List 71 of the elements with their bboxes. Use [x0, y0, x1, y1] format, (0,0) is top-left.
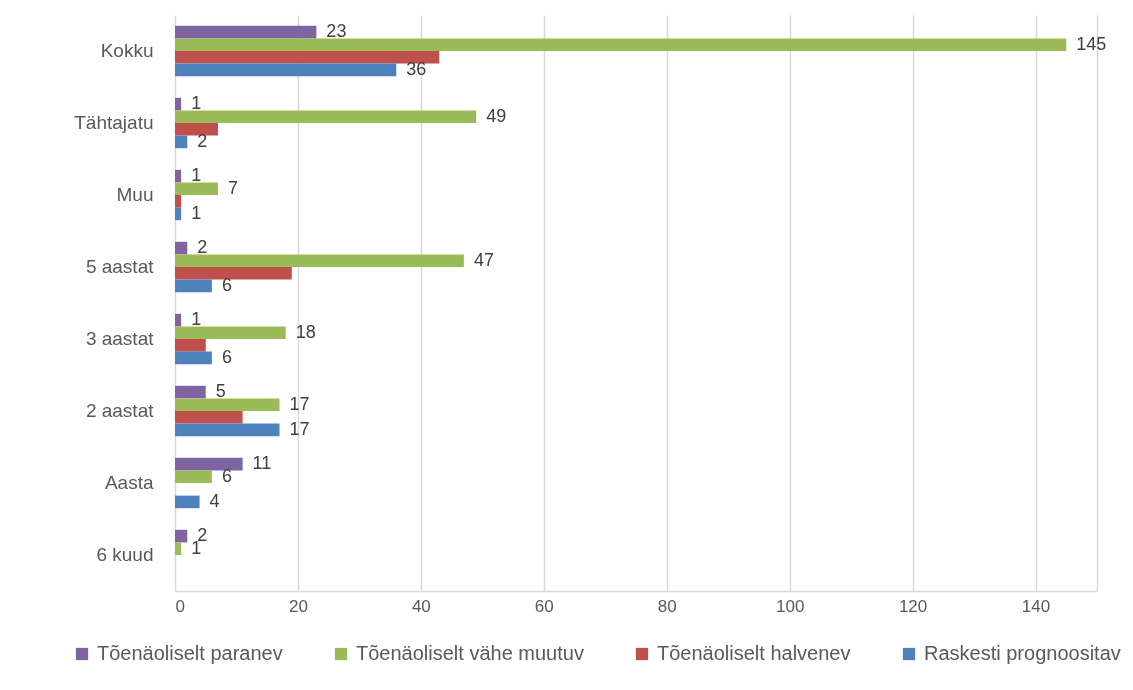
bar	[175, 279, 212, 293]
data-label: 6	[221, 465, 232, 486]
x-tick-label: 120	[898, 596, 928, 616]
y-tick-label: Muu	[116, 184, 154, 205]
bar	[175, 423, 280, 437]
data-label: 5	[215, 381, 226, 402]
data-label: 23	[326, 21, 347, 42]
data-label: 11	[252, 453, 272, 474]
legend-label: Tõenäoliselt vähe muutuv	[356, 642, 584, 664]
bar	[175, 411, 243, 424]
bar	[175, 495, 200, 509]
bar	[175, 326, 286, 339]
data-label: 1	[191, 202, 202, 223]
data-label: 2	[197, 525, 208, 546]
bar	[175, 123, 219, 136]
bar	[175, 267, 292, 280]
bar	[175, 110, 477, 123]
data-label: 1	[191, 165, 202, 186]
data-label: 36	[406, 58, 427, 79]
data-label: 17	[289, 393, 310, 414]
y-tick-label: 5 aastat	[85, 256, 155, 277]
data-label: 4	[209, 490, 220, 511]
x-tick-label: 60	[534, 596, 554, 616]
bar	[175, 254, 464, 267]
data-label: 2	[197, 237, 208, 258]
bar	[175, 457, 243, 471]
bar	[175, 385, 206, 399]
bar	[175, 169, 182, 183]
bar	[175, 470, 212, 483]
bar	[175, 51, 440, 64]
data-label: 1	[191, 93, 202, 114]
bar	[175, 195, 182, 208]
x-tick-label: 40	[411, 596, 431, 616]
x-tick-label: 140	[1021, 596, 1051, 616]
data-label: 18	[295, 321, 316, 342]
x-tick-label: 0	[175, 596, 185, 616]
bar	[175, 63, 397, 77]
bar	[175, 25, 317, 39]
data-label: 47	[473, 249, 494, 270]
y-tick-label: 3 aastat	[85, 328, 155, 349]
y-tick-label: Aasta	[104, 472, 154, 493]
legend-label: Raskesti prognoositav	[924, 642, 1121, 664]
bar	[175, 339, 206, 352]
y-tick-label: Kokku	[100, 40, 154, 61]
x-tick-label: 20	[288, 596, 308, 616]
bar	[175, 135, 188, 149]
bar	[175, 398, 280, 411]
y-tick-label: 2 aastat	[85, 400, 155, 421]
bar	[175, 529, 188, 543]
y-tick-label: Tähtajatu	[74, 112, 154, 133]
data-label: 7	[228, 177, 239, 198]
bar	[175, 241, 188, 255]
data-label: 1	[191, 309, 202, 330]
bar	[175, 182, 219, 195]
x-tick-label: 100	[775, 596, 805, 616]
legend-label: Tõenäoliselt halvenev	[657, 642, 851, 664]
bar	[175, 97, 182, 111]
bar	[175, 38, 1067, 51]
data-label: 49	[486, 105, 507, 126]
legend-label: Tõenäoliselt paranev	[97, 642, 283, 664]
x-tick-label: 80	[657, 596, 677, 616]
bar	[175, 313, 182, 327]
data-label: 2	[197, 130, 208, 151]
bar	[175, 207, 182, 221]
bar	[175, 351, 212, 365]
y-tick-label: 6 kuud	[96, 544, 154, 565]
data-label: 145	[1076, 33, 1107, 54]
data-label: 6	[221, 274, 232, 295]
data-label: 6	[221, 346, 232, 367]
data-label: 17	[289, 418, 310, 439]
bar	[175, 542, 182, 555]
